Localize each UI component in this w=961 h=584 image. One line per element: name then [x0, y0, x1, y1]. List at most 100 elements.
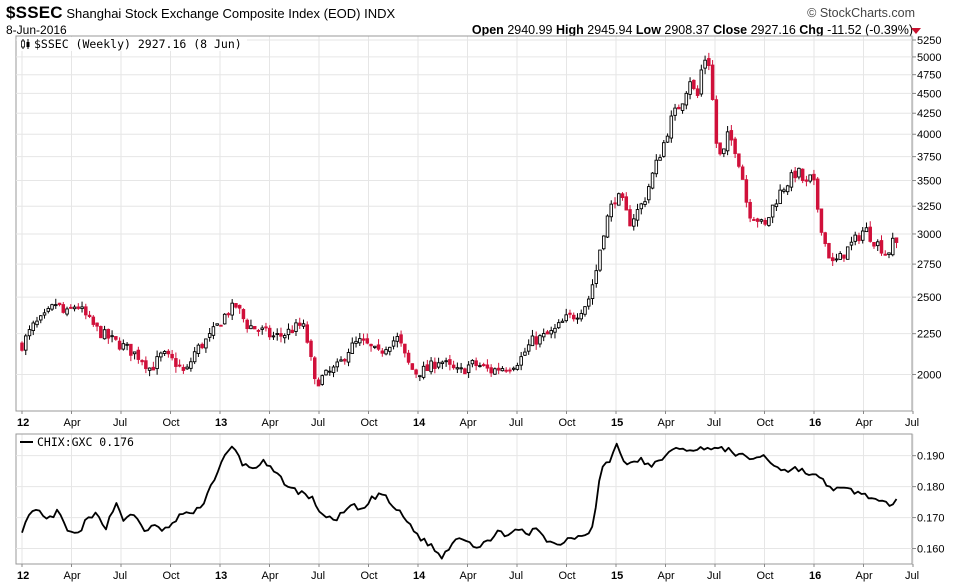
candle: [391, 336, 396, 350]
x-tick-label: Apr: [262, 570, 279, 582]
candle: [72, 304, 77, 312]
x-tick-label: 12: [17, 570, 29, 582]
candle: [815, 176, 820, 213]
candle: [853, 231, 857, 246]
ratio-legend-text: CHIX:GXC 0.176: [37, 435, 134, 449]
candle: [673, 103, 677, 121]
candle: [489, 364, 493, 377]
candle: [181, 364, 186, 374]
candle: [121, 339, 126, 351]
chg-label: Chg: [799, 23, 824, 37]
candle: [260, 325, 264, 335]
candle: [647, 183, 651, 204]
candle: [241, 308, 246, 323]
high-value: 2945.94: [587, 23, 633, 37]
candle: [84, 303, 88, 320]
candle: [418, 375, 422, 382]
candle: [748, 198, 752, 223]
candle: [789, 169, 794, 192]
candle: [324, 369, 328, 376]
candle: [703, 55, 707, 75]
candle: [433, 357, 437, 374]
x-tick-label: Oct: [757, 417, 774, 429]
candle: [564, 308, 568, 323]
candle: [294, 318, 298, 336]
candle: [590, 279, 595, 305]
y-tick-label: 2250: [917, 329, 941, 341]
candlestick-icon: [21, 39, 30, 49]
candle: [222, 313, 227, 325]
brand-logo[interactable]: © StockCharts.com: [807, 6, 915, 20]
open-value: 2940.99: [507, 23, 553, 37]
candle: [234, 303, 238, 309]
x-tick-label: Oct: [559, 417, 576, 429]
exchange: INDX: [364, 6, 396, 21]
candle: [451, 360, 456, 370]
candle: [549, 326, 553, 339]
candle: [369, 343, 373, 352]
candle: [147, 367, 152, 377]
y-tick-label: 4250: [917, 108, 941, 120]
candle: [320, 374, 325, 386]
candle: [598, 249, 602, 273]
candle: [538, 334, 542, 348]
candle: [249, 319, 253, 330]
x-tick-label: Apr: [658, 417, 675, 429]
y-tick-label: 3750: [917, 152, 941, 164]
candle: [515, 362, 520, 371]
candle: [819, 208, 824, 236]
candlesticks: [20, 52, 899, 387]
candle: [440, 360, 445, 370]
candle: [166, 349, 171, 358]
high-label: High: [555, 23, 584, 37]
candle: [226, 312, 231, 318]
x-tick-label: Oct: [361, 417, 378, 429]
candle: [478, 362, 482, 368]
candle: [196, 343, 201, 357]
x-tick-label: Jul: [113, 570, 127, 582]
candle: [688, 77, 692, 100]
x-tick-label: Oct: [559, 570, 576, 582]
candle: [684, 91, 689, 110]
candle: [609, 200, 614, 222]
candle: [654, 154, 659, 178]
candle: [207, 327, 212, 342]
candle: [50, 303, 54, 312]
candle: [192, 347, 197, 365]
low-value: 2908.37: [664, 23, 710, 37]
candle: [617, 192, 621, 206]
candle: [868, 221, 872, 243]
candle: [879, 235, 884, 256]
candle: [328, 366, 332, 376]
candle: [162, 350, 167, 356]
candle: [335, 358, 340, 372]
candle: [864, 222, 869, 233]
candle: [297, 317, 302, 329]
candle: [613, 197, 617, 209]
candle: [271, 331, 276, 340]
y-tick-label: 2000: [917, 369, 941, 381]
candle: [155, 350, 159, 375]
ratio-series-line: [21, 442, 898, 560]
ratio-legend: CHIX:GXC 0.176: [20, 435, 134, 449]
candle: [174, 352, 178, 373]
candle: [823, 231, 827, 247]
candle: [46, 306, 51, 314]
candle: [110, 330, 114, 343]
candle: [102, 325, 107, 340]
candle: [403, 343, 407, 358]
candle: [586, 295, 591, 310]
candle: [421, 361, 426, 380]
candle: [842, 254, 846, 262]
candle: [714, 95, 719, 149]
candle: [264, 322, 268, 332]
candle: [237, 304, 242, 314]
candle: [256, 328, 261, 337]
candle: [286, 323, 291, 340]
candle: [583, 306, 587, 317]
x-tick-label: 14: [413, 570, 426, 582]
low-label: Low: [635, 23, 661, 37]
candle: [692, 79, 696, 91]
candle: [804, 175, 809, 187]
candle: [466, 361, 471, 379]
